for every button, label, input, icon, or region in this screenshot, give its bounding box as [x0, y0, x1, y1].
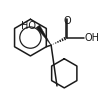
Text: HO: HO	[21, 21, 36, 31]
Text: O: O	[63, 16, 71, 25]
Text: OH: OH	[84, 33, 99, 43]
Polygon shape	[36, 25, 51, 45]
